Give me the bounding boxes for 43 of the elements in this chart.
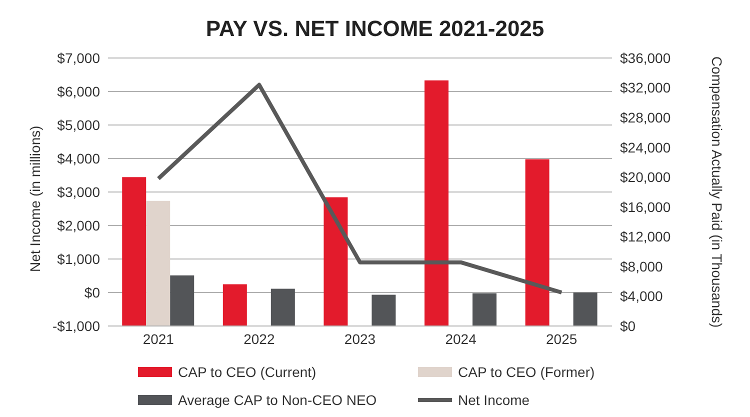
bar: [122, 177, 146, 326]
x-tick-label: 2021: [142, 330, 174, 347]
y2-tick-label: $16,000: [620, 198, 671, 215]
y2-tick-label: $8,000: [620, 258, 664, 274]
y2-tick-label: $28,000: [620, 110, 671, 126]
y-tick-label: $1,000: [57, 250, 100, 267]
y-tick-label: $5,000: [57, 116, 100, 133]
y-tick-label: $6,000: [57, 83, 100, 100]
bar: [170, 275, 194, 326]
bar: [146, 200, 170, 326]
legend-label: Average CAP to Non-CEO NEO: [178, 392, 377, 408]
y2-tick-label: $12,000: [620, 228, 671, 245]
y2-tick-label: $4,000: [620, 288, 664, 304]
x-tick-label: 2023: [344, 330, 376, 347]
bar: [372, 294, 396, 326]
line-series: [156, 82, 564, 294]
bar: [270, 288, 295, 326]
bar: [525, 159, 550, 326]
y-tick-label: $3,000: [57, 184, 100, 200]
legend-label: CAP to CEO (Current): [178, 364, 316, 380]
x-tick-label: 2022: [244, 330, 275, 347]
legend-label: CAP to CEO (Former): [458, 364, 595, 380]
y2-tick-label: $24,000: [620, 139, 671, 156]
y-axis-title: Net Income (in millions): [26, 126, 43, 272]
y2-tick-label: $0: [620, 318, 636, 334]
y-tick-label: $7,000: [57, 50, 100, 66]
chart-title: PAY VS. NET INCOME 2021-2025: [204, 15, 546, 43]
y2-tick-label: $20,000: [620, 169, 671, 186]
y-tick-label: $0: [84, 284, 100, 300]
y2-tick-label: $32,000: [620, 80, 671, 96]
y-tick-label: $2,000: [57, 217, 100, 234]
legend-label: Net Income: [458, 392, 530, 408]
y-tick-label: -$1,000: [52, 318, 100, 334]
bar: [472, 293, 497, 326]
x-tick-label: 2025: [546, 330, 578, 347]
bar: [324, 197, 348, 326]
y2-axis-title: Compensation Actually Paid (in Thousands): [709, 56, 726, 328]
y2-tick-label: $36,000: [620, 50, 671, 66]
y-tick-label: $4,000: [57, 150, 100, 166]
bar: [573, 292, 598, 326]
bar: [424, 80, 449, 326]
x-tick-label: 2024: [445, 330, 477, 347]
bar: [222, 284, 247, 326]
